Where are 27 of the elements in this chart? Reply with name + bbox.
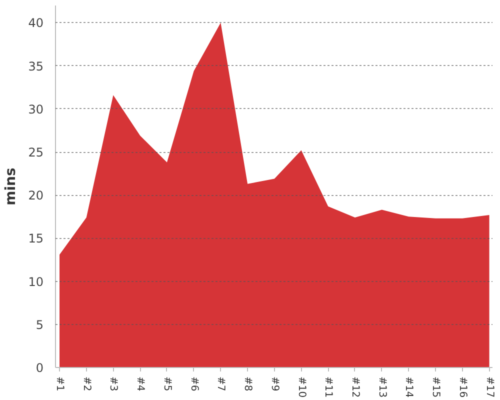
x-tick-label: #5 [161, 376, 172, 392]
x-tick-label: #14 [403, 376, 414, 398]
x-tick-label: #6 [188, 376, 200, 392]
y-tick-label: 20 [28, 188, 44, 203]
x-tick-label: #1 [54, 376, 66, 392]
x-tick-label: #17 [484, 376, 495, 398]
x-tick-label: #2 [80, 376, 92, 392]
x-tick-label: #13 [376, 376, 388, 398]
y-tick-label: 30 [28, 102, 44, 116]
x-tick-label: #8 [242, 376, 254, 392]
x-tick-label: #11 [322, 376, 334, 398]
x-tick-label: #10 [296, 376, 307, 398]
x-tick-label: #15 [430, 376, 442, 398]
x-tick-label: #3 [108, 376, 119, 392]
y-tick-label: 0 [36, 361, 44, 375]
y-tick-label: 35 [28, 59, 44, 74]
x-tick-label: #4 [134, 376, 146, 392]
y-axis-title: mins [3, 168, 20, 206]
y-tick-label: 15 [28, 232, 44, 246]
y-tick-label: 5 [36, 318, 44, 332]
x-tick-label: #9 [268, 376, 280, 392]
y-tick-label: 25 [28, 146, 44, 160]
x-tick-label: #16 [456, 376, 468, 398]
x-tick-label: #7 [215, 376, 226, 392]
x-tick-label: #12 [349, 376, 360, 398]
y-tick-label: 10 [28, 274, 44, 289]
y-tick-label: 40 [28, 16, 44, 30]
